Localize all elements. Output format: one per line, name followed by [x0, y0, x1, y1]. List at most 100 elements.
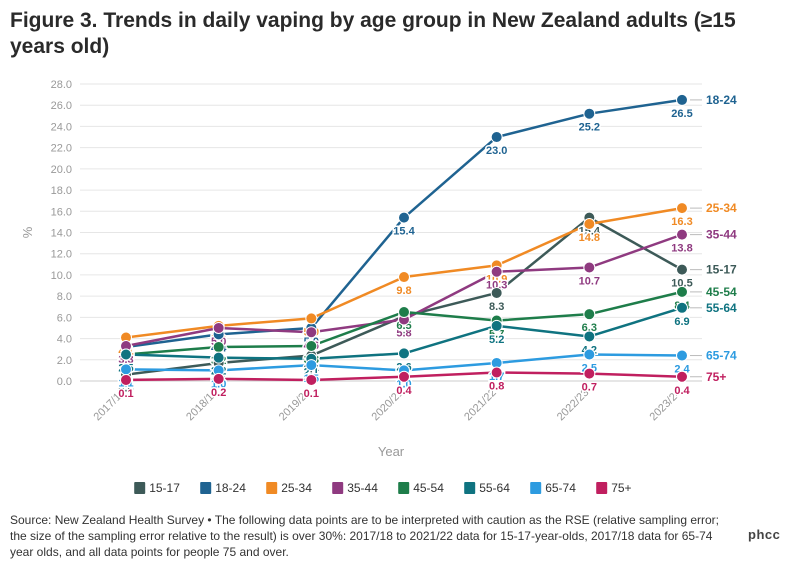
data-point-35-44: [490, 265, 503, 278]
legend-label: 18-24: [215, 481, 246, 495]
data-point-75+: [490, 366, 503, 379]
data-point-45-54: [583, 308, 596, 321]
series-end-label: 45-54: [706, 285, 737, 299]
data-label: 1.0: [396, 378, 411, 390]
data-label: 15.4: [579, 226, 601, 238]
data-label: 6.1: [396, 324, 411, 336]
data-point-18-24: [583, 107, 596, 120]
data-label: 10.3: [486, 280, 507, 292]
data-label: 25.2: [579, 122, 600, 134]
data-label: 5.8: [396, 327, 411, 339]
data-point-45-54: [305, 339, 318, 352]
data-point-55-64: [212, 351, 225, 364]
data-point-75+: [583, 367, 596, 380]
data-point-75+: [398, 370, 410, 383]
line-chart: 0.0 2.0 4.0 6.0 8.0 10.0 12.0 14.0 16.0 18.0 20.0 2…: [20, 79, 737, 495]
data-point-18-24: [490, 131, 503, 144]
data-point-65-74: [583, 348, 596, 361]
data-label: 10.5: [671, 278, 692, 290]
legend-swatch-25-34: [266, 482, 278, 494]
data-label: 23.0: [486, 145, 507, 157]
y-tick-label: 14.0: [51, 228, 72, 240]
data-point-55-64: [398, 347, 410, 360]
data-point-75+: [676, 370, 688, 383]
data-point-55-64: [490, 319, 503, 332]
y-tick-label: 4.0: [57, 334, 72, 346]
data-point-45-54: [676, 285, 688, 298]
data-label: 13.8: [671, 243, 692, 255]
data-point-25-34: [398, 271, 410, 284]
series-end-label: 18-24: [706, 93, 737, 107]
legend-label: 75+: [611, 481, 631, 495]
legend-swatch-45-54: [398, 482, 410, 494]
data-point-35-44: [212, 321, 225, 334]
legend-swatch-35-44: [332, 482, 344, 494]
y-tick-label: 16.0: [51, 206, 72, 218]
data-point-55-64: [583, 330, 596, 343]
y-tick-label: 12.0: [51, 249, 72, 261]
data-label: 0.7: [582, 382, 597, 394]
data-point-75+: [120, 373, 132, 386]
series-end-label: 55-64: [706, 301, 737, 315]
data-point-25-34: [305, 312, 318, 325]
data-label: 8.3: [489, 301, 504, 313]
data-label: 0.4: [674, 385, 690, 397]
source-note: Source: New Zealand Health Survey • The …: [10, 513, 720, 559]
data-point-35-44: [583, 261, 596, 274]
y-tick-label: 10.0: [51, 270, 72, 282]
series-end-label: 65-74: [706, 349, 737, 363]
legend-label: 65-74: [545, 481, 576, 495]
data-label: 0.2: [211, 387, 226, 399]
data-label: 6.9: [674, 316, 689, 328]
y-tick-label: 6.0: [57, 312, 72, 324]
data-point-65-74: [305, 359, 318, 372]
data-point-65-74: [676, 349, 688, 362]
y-tick-label: 8.0: [57, 291, 72, 303]
legend-label: 25-34: [281, 481, 312, 495]
series-end-label: 75+: [706, 370, 726, 384]
data-label: 0.1: [118, 388, 133, 400]
data-point-35-44: [676, 228, 688, 241]
data-label: 14.8: [579, 232, 600, 244]
data-point-55-64: [120, 348, 132, 361]
legend-swatch-15-17: [134, 482, 146, 494]
data-point-45-54: [212, 341, 225, 354]
data-point-45-54: [398, 306, 410, 319]
chart-title: Figure 3. Trends in daily vaping by age …: [10, 9, 736, 58]
y-tick-label: 0.0: [57, 376, 72, 388]
data-label: 16.3: [671, 216, 692, 228]
phcc-logo: phcc: [748, 527, 781, 542]
series-end-label: 35-44: [706, 228, 737, 242]
legend-label: 35-44: [347, 481, 378, 495]
data-point-18-24: [398, 211, 410, 224]
y-tick-label: 26.0: [51, 100, 72, 112]
data-label: 10.9: [486, 273, 507, 285]
legend-swatch-65-74: [530, 482, 542, 494]
data-point-25-34: [583, 218, 596, 231]
data-label: 6.3: [582, 322, 597, 334]
data-point-65-74: [120, 363, 132, 376]
y-tick-label: 20.0: [51, 164, 72, 176]
data-point-75+: [305, 373, 318, 386]
data-point-15-17: [676, 263, 688, 276]
legend-label: 55-64: [479, 481, 510, 495]
data-label: 0.8: [489, 381, 504, 393]
y-tick-label: 22.0: [51, 143, 72, 155]
data-point-75+: [212, 372, 225, 385]
legend-swatch-55-64: [464, 482, 476, 494]
y-tick-label: 24.0: [51, 121, 72, 133]
legend-swatch-75+: [596, 482, 608, 494]
data-label: 0.1: [304, 388, 319, 400]
data-label: 10.7: [579, 276, 600, 288]
y-axis-label: %: [20, 226, 35, 238]
series-end-label: 15-17: [706, 263, 737, 277]
data-point-18-24: [676, 93, 688, 106]
legend-swatch-18-24: [200, 482, 212, 494]
data-label: 5.7: [489, 329, 504, 341]
x-axis-label: Year: [378, 444, 405, 459]
data-label: 5.2: [489, 334, 504, 346]
data-point-35-44: [305, 326, 318, 339]
data-label: 0.4: [396, 385, 412, 397]
data-label: 9.8: [396, 285, 411, 297]
legend-label: 45-54: [413, 481, 444, 495]
